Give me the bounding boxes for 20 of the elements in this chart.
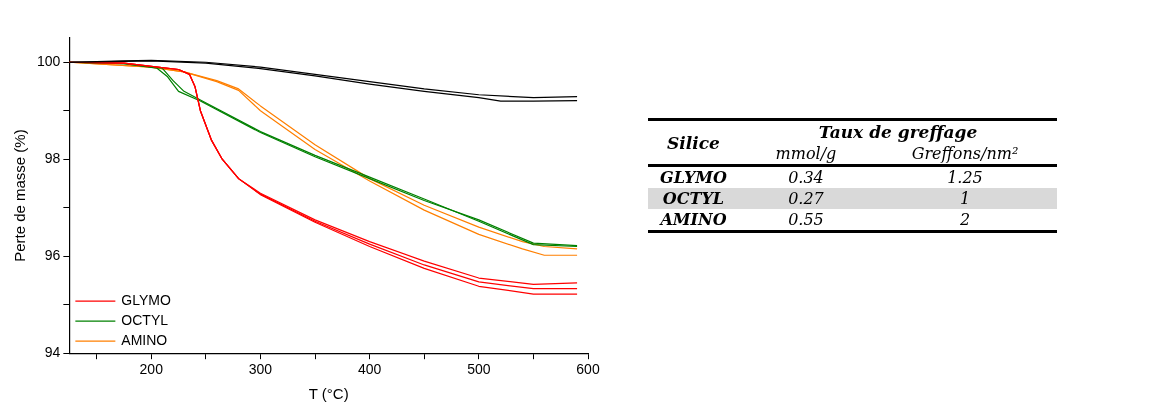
y-tick-label: 96 [44, 247, 61, 264]
x-tick-label: 400 [357, 361, 382, 378]
x-tick-label: 300 [248, 361, 273, 378]
category-label: mmol/g [774, 143, 838, 165]
legend-label: GLYMO [121, 292, 171, 309]
legend-label: OCTYL [121, 312, 169, 329]
legend-label: AMINO [121, 332, 168, 349]
text: Taux de greffage [817, 121, 979, 143]
x-tick-label: 600 [576, 361, 600, 378]
y-tick-label: 98 [44, 150, 61, 167]
category-label: Greffons/nm² [910, 143, 1020, 165]
shaded-table-row: GLYMO 0.34 1.25 [648, 165, 1057, 188]
y-tick-label: 100 [37, 53, 61, 70]
y-axis-title: Perte de masse (%) [11, 129, 29, 262]
text: Silice [666, 131, 721, 155]
x-tick-label: 200 [139, 361, 164, 378]
y-tick-label: 94 [44, 344, 61, 361]
shaded-table-row: AMINO 0.55 2 [648, 209, 1057, 232]
x-axis-title: T (°C) [308, 385, 349, 403]
x-tick-label: 500 [467, 361, 491, 378]
